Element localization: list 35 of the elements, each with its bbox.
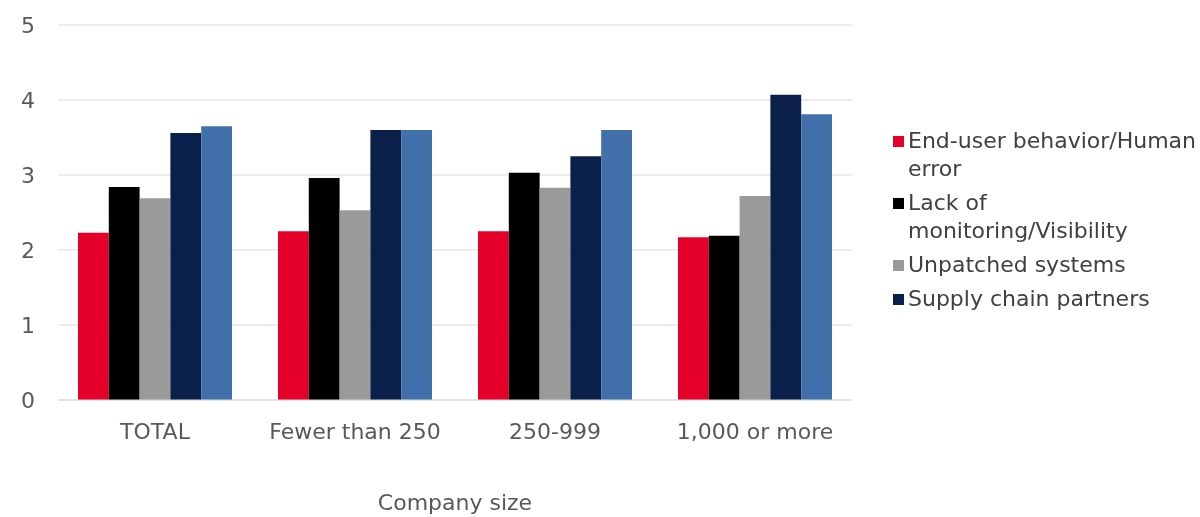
legend-label: Unpatched systems [908, 250, 1126, 279]
bar [478, 231, 509, 400]
bar [508, 172, 540, 400]
y-tick-label: 5 [21, 12, 35, 38]
bar [570, 156, 602, 400]
x-tick-label: Fewer than 250 [269, 418, 441, 444]
bar [401, 130, 432, 400]
bar [370, 130, 402, 400]
bar [170, 133, 202, 400]
bar [539, 187, 571, 400]
bar [678, 237, 709, 400]
bar [339, 210, 371, 400]
x-tick-label: TOTAL [119, 418, 191, 444]
bar [139, 198, 171, 400]
bar [601, 130, 632, 400]
bar [278, 231, 309, 400]
legend-label: End-user behavior/Human error [908, 126, 1198, 183]
y-tick-label: 1 [21, 312, 35, 338]
y-tick-label: 3 [21, 162, 35, 188]
legend-label: Lack of monitoring/Visibility [908, 188, 1129, 245]
bar [770, 94, 802, 400]
bar [108, 187, 140, 400]
bar [801, 114, 832, 400]
legend-label: Supply chain partners [908, 284, 1150, 313]
bar [708, 235, 740, 400]
bar [201, 126, 232, 400]
y-tick-label: 2 [21, 237, 35, 263]
bar [308, 178, 340, 400]
y-tick-label: 4 [21, 87, 35, 113]
x-axis-title: Company size [377, 490, 533, 515]
x-tick-label: 1,000 or more [676, 418, 834, 444]
bar [739, 196, 771, 400]
y-tick-label: 0 [21, 387, 35, 413]
x-tick-label: 250-999 [509, 418, 601, 444]
bar [78, 232, 109, 400]
